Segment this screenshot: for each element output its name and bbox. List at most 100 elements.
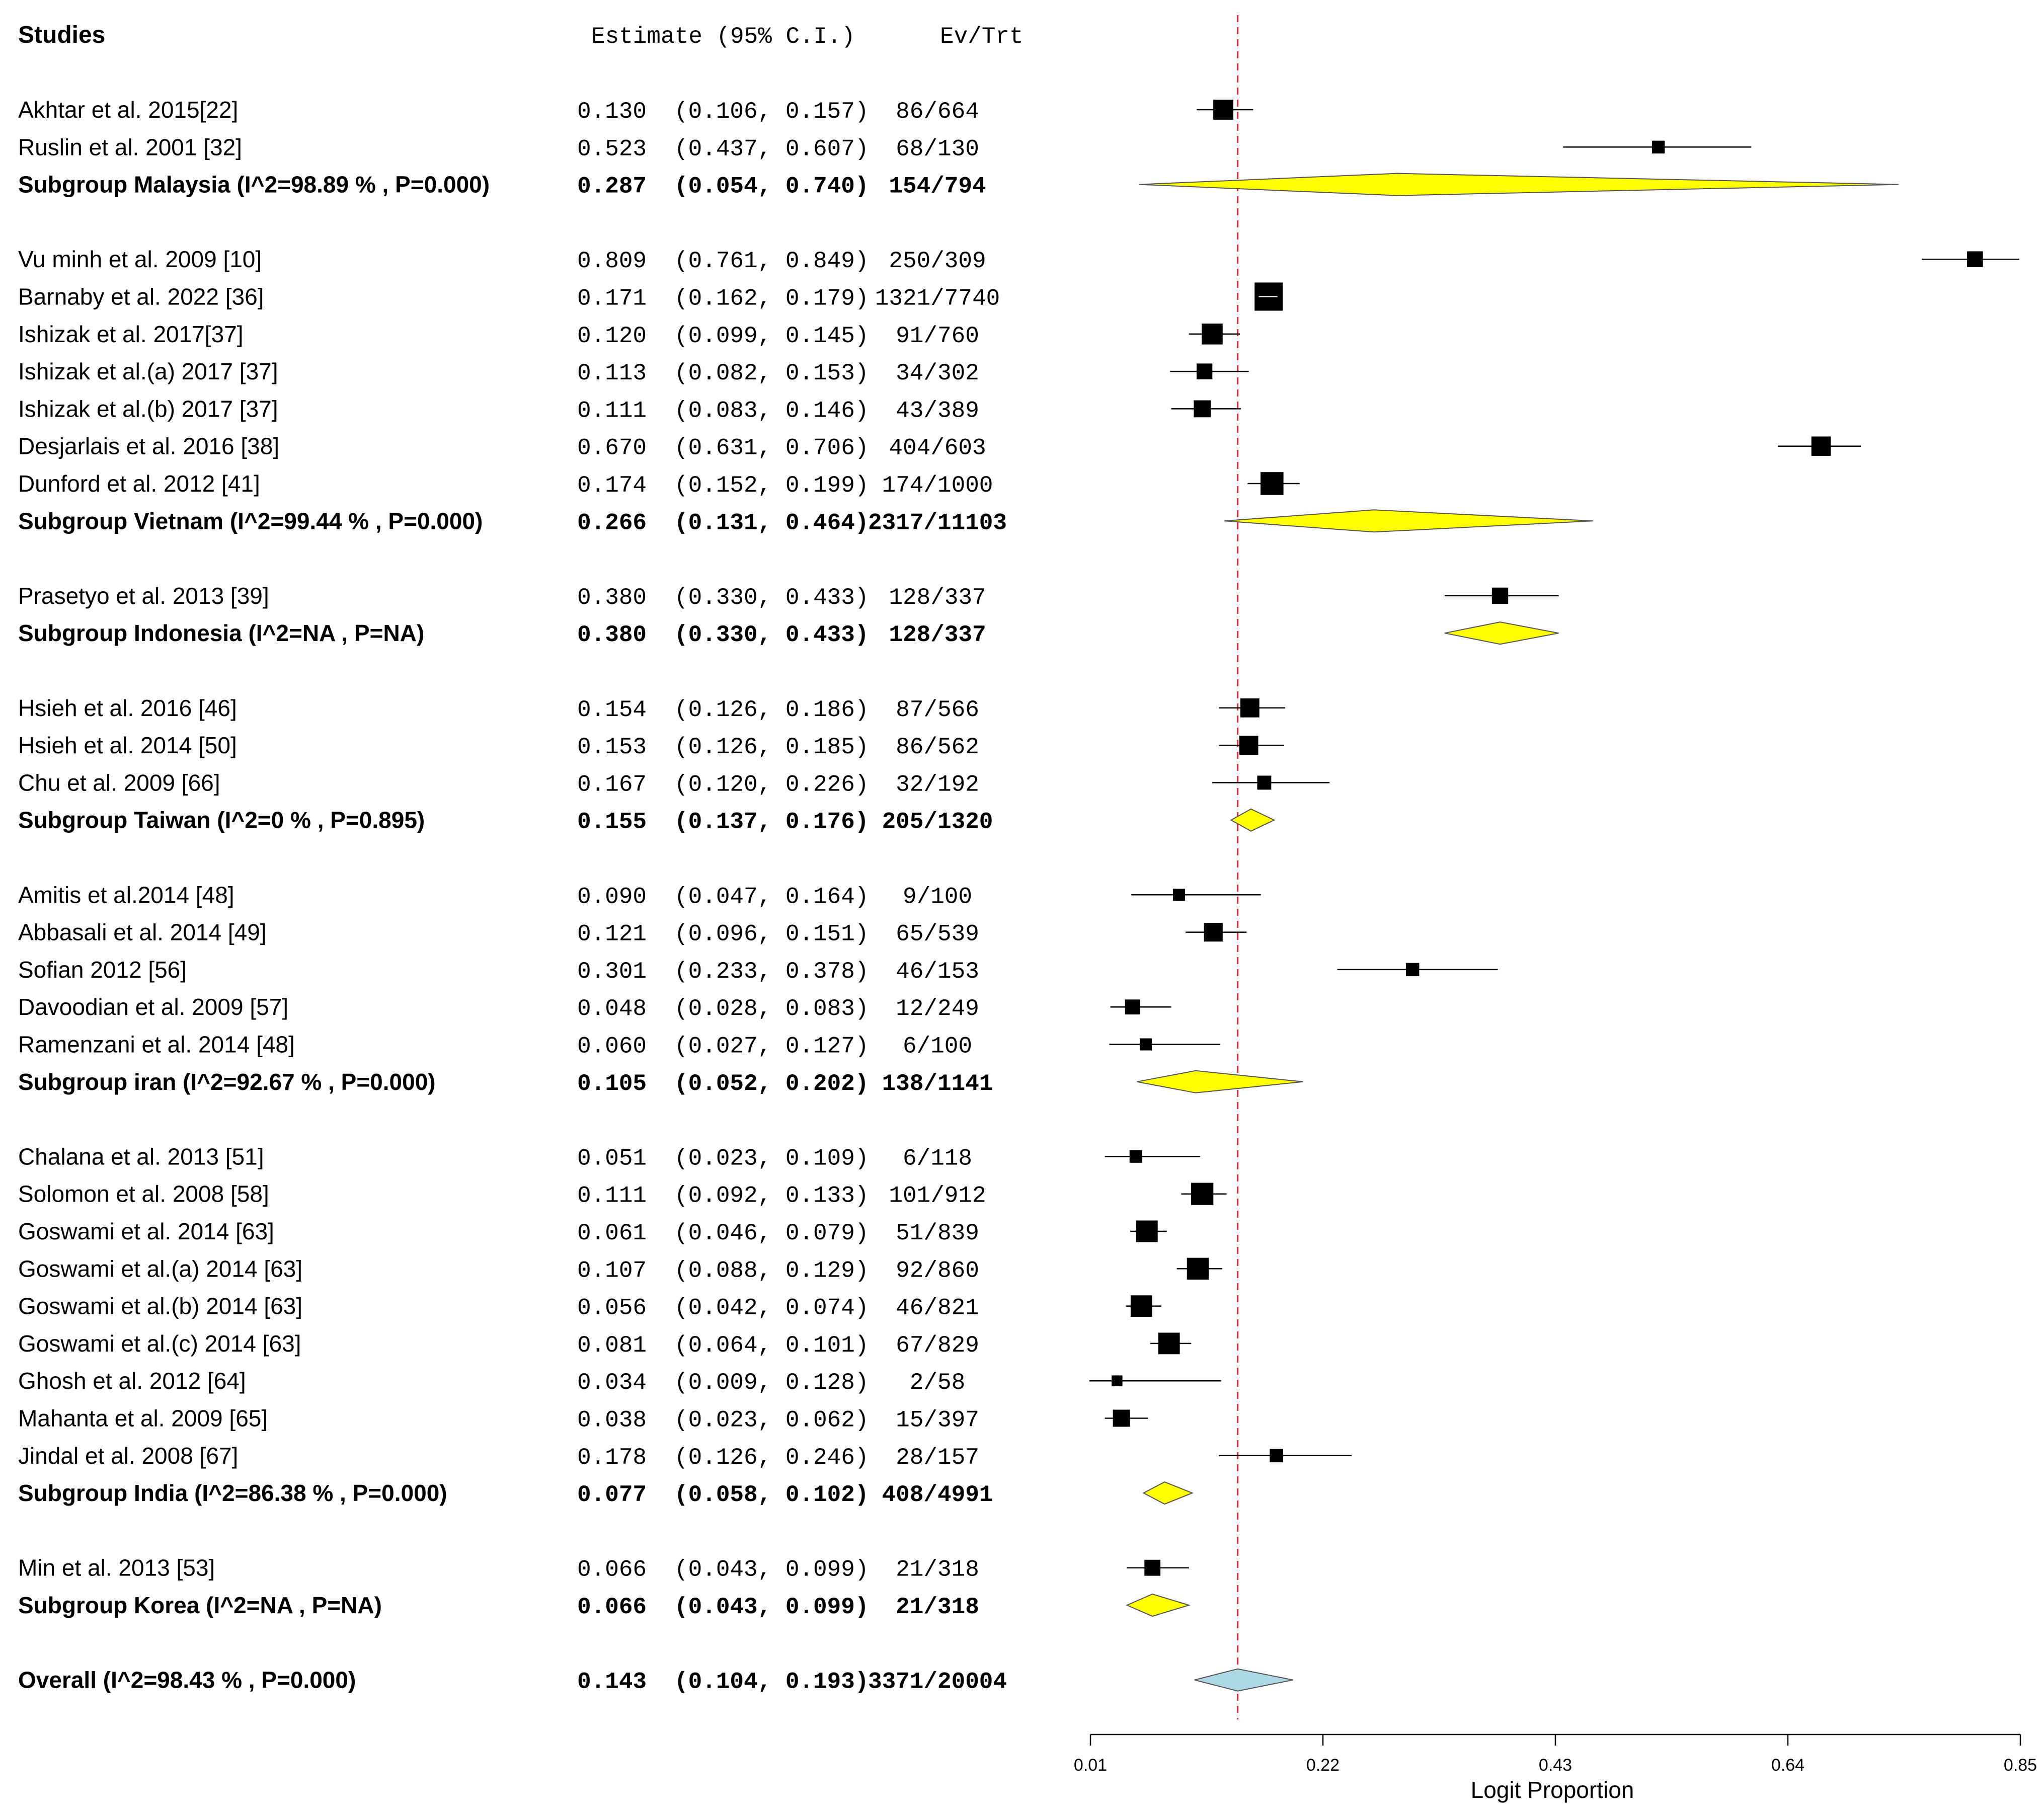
subgroup-label: Subgroup Indonesia (I^2=NA , P=NA): [18, 620, 424, 646]
study-label: Ishizak et al.(b) 2017 [37]: [18, 396, 278, 422]
study-label: Hsieh et al. 2016 [46]: [18, 695, 237, 721]
events-value: 32/192: [896, 771, 979, 798]
ci-value: (0.152, 0.199): [674, 472, 869, 499]
ci-value: (0.631, 0.706): [674, 435, 869, 461]
x-tick-label: 0.43: [1539, 1756, 1572, 1775]
x-tick-label: 0.01: [1074, 1756, 1107, 1775]
study-estimate-box: [1239, 736, 1259, 755]
ci-value: (0.046, 0.079): [674, 1220, 869, 1246]
rows-layer: Akhtar et al. 2015[22] 0.130 (0.106, 0.157…: [18, 15, 2019, 1719]
ci-value: (0.054, 0.740): [674, 174, 869, 200]
ci-value: (0.064, 0.101): [674, 1332, 869, 1359]
ci-value: (0.052, 0.202): [674, 1071, 869, 1097]
events-value: 2/58: [910, 1370, 965, 1396]
subgroup-diamond: [1142, 1481, 1194, 1505]
ci-value: (0.009, 0.128): [674, 1370, 869, 1396]
subgroup-label: Subgroup Vietnam (I^2=99.44 % , P=0.000): [18, 508, 483, 534]
x-axis-title: Logit Proportion: [1471, 1777, 1634, 1803]
study-estimate-box: [1158, 1332, 1180, 1355]
ci-value: (0.106, 0.157): [674, 99, 869, 125]
ci-value: (0.042, 0.074): [674, 1295, 869, 1321]
events-value: 408/4991: [882, 1482, 993, 1508]
ci-value: (0.043, 0.099): [674, 1594, 869, 1620]
header-studies: Studies: [18, 22, 105, 48]
study-estimate-box: [1140, 1038, 1152, 1051]
study-estimate-box: [1491, 587, 1509, 604]
estimate-value: 0.171: [577, 286, 647, 312]
study-label: Davoodian et al. 2009 [57]: [18, 994, 288, 1020]
study-estimate-box: [1270, 1449, 1283, 1463]
events-value: 91/760: [896, 323, 979, 349]
x-tick-label: 0.85: [2004, 1756, 2037, 1775]
overall-label: Overall (I^2=98.43 % , P=0.000): [18, 1667, 356, 1693]
ci-value: (0.088, 0.129): [674, 1257, 869, 1284]
estimate-value: 0.287: [577, 174, 647, 200]
study-label: Vu minh et al. 2009 [10]: [18, 246, 262, 272]
subgroup-diamond: [1224, 509, 1593, 533]
events-value: 86/562: [896, 734, 979, 760]
estimate-value: 0.107: [577, 1257, 647, 1284]
study-estimate-box: [1144, 1559, 1161, 1576]
estimate-value: 0.090: [577, 884, 647, 910]
ci-value: (0.047, 0.164): [674, 884, 869, 910]
subgroup-label: Subgroup Taiwan (I^2=0 % , P=0.895): [18, 807, 425, 833]
subgroup-label: Subgroup Malaysia (I^2=98.89 % , P=0.000…: [18, 172, 490, 198]
estimate-value: 0.143: [577, 1669, 647, 1695]
estimate-value: 0.081: [577, 1332, 647, 1359]
header-estimate: Estimate (95% C.I.): [591, 24, 855, 50]
estimate-value: 0.380: [577, 622, 647, 648]
ci-value: (0.162, 0.179): [674, 286, 869, 312]
ci-value: (0.023, 0.109): [674, 1145, 869, 1171]
ci-value: (0.096, 0.151): [674, 921, 869, 948]
ci-value: (0.761, 0.849): [674, 248, 869, 274]
study-label: Chalana et al. 2013 [51]: [18, 1143, 264, 1169]
events-value: 6/100: [903, 1034, 972, 1060]
estimate-value: 0.155: [577, 809, 647, 835]
estimate-value: 0.154: [577, 697, 647, 723]
estimate-value: 0.670: [577, 435, 647, 461]
ci-value: (0.027, 0.127): [674, 1034, 869, 1060]
events-value: 1321/7740: [875, 286, 1000, 312]
header-events: Ev/Trt: [940, 24, 1024, 50]
study-estimate-box: [1111, 1375, 1123, 1387]
events-value: 51/839: [896, 1220, 979, 1246]
estimate-value: 0.130: [577, 99, 647, 125]
study-label: Hsieh et al. 2014 [50]: [18, 732, 237, 758]
ci-value: (0.131, 0.464): [674, 510, 869, 536]
estimate-value: 0.105: [577, 1071, 647, 1097]
estimate-value: 0.048: [577, 996, 647, 1022]
events-value: 46/153: [896, 959, 979, 985]
study-label: Ishizak et al.(a) 2017 [37]: [18, 358, 278, 384]
events-value: 404/603: [889, 435, 986, 461]
ci-value: (0.137, 0.176): [674, 809, 869, 835]
ci-value: (0.126, 0.185): [674, 734, 869, 760]
estimate-value: 0.113: [577, 360, 647, 386]
study-label: Goswami et al.(a) 2014 [63]: [18, 1255, 302, 1282]
study-estimate-box: [1213, 100, 1233, 120]
study-label: Akhtar et al. 2015[22]: [18, 97, 238, 123]
study-estimate-box: [1260, 472, 1284, 495]
ci-value: (0.043, 0.099): [674, 1557, 869, 1583]
study-label: Amitis et al.2014 [48]: [18, 882, 234, 908]
ci-value: (0.104, 0.193): [674, 1669, 869, 1695]
ci-value: (0.330, 0.433): [674, 622, 869, 648]
subgroup-diamond: [1139, 173, 1899, 196]
estimate-value: 0.066: [577, 1557, 647, 1583]
events-value: 9/100: [903, 884, 972, 910]
study-estimate-box: [1191, 1182, 1214, 1205]
events-value: 34/302: [896, 360, 979, 386]
estimate-value: 0.120: [577, 323, 647, 349]
study-label: Ramenzani et al. 2014 [48]: [18, 1032, 295, 1058]
study-label: Solomon et al. 2008 [58]: [18, 1181, 269, 1207]
subgroup-diamond: [1444, 621, 1559, 645]
study-label: Goswami et al.(c) 2014 [63]: [18, 1330, 301, 1357]
events-value: 87/566: [896, 697, 979, 723]
ci-value: (0.028, 0.083): [674, 996, 869, 1022]
events-value: 138/1141: [882, 1071, 993, 1097]
estimate-value: 0.301: [577, 959, 647, 985]
ci-value: (0.126, 0.186): [674, 697, 869, 723]
estimate-value: 0.060: [577, 1034, 647, 1060]
events-value: 3371/20004: [868, 1669, 1007, 1695]
